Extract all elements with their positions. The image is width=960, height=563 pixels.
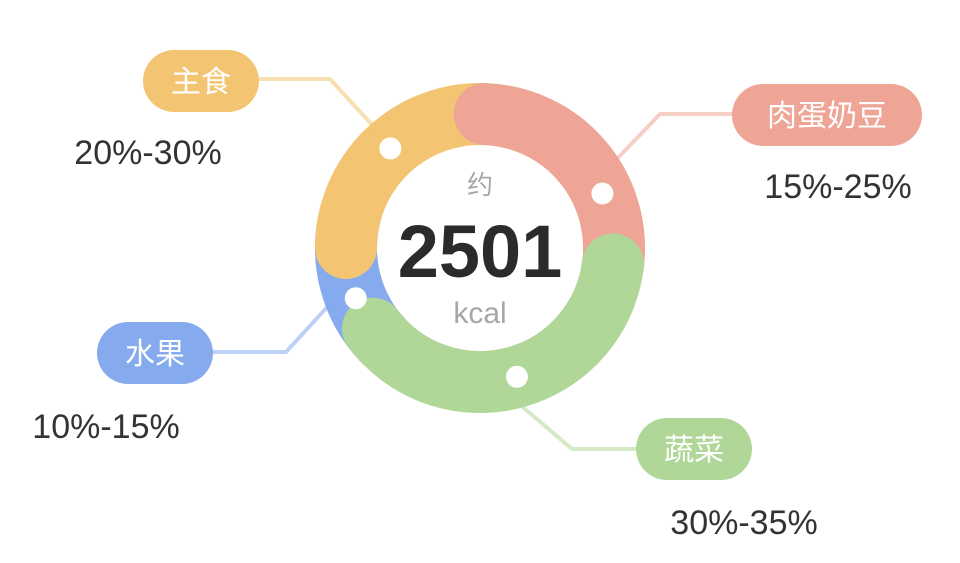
category-pill-1	[732, 84, 922, 146]
category-pill-2	[636, 418, 752, 480]
center-label: 约 2501 kcal	[398, 171, 563, 330]
segment-dot-2	[505, 365, 528, 388]
range-label-3: 10%-15%	[32, 408, 179, 446]
leader-line-1	[612, 112, 732, 164]
category-label-0: 主食	[171, 65, 231, 100]
category-label-1: 肉蛋奶豆	[767, 99, 887, 134]
leader-line-3	[213, 302, 332, 354]
segment-dots	[344, 137, 614, 388]
category-label-3: 水果	[125, 337, 185, 372]
range-label-1: 15%-25%	[764, 168, 911, 206]
center-prefix: 约	[467, 171, 493, 201]
category-pill-0	[143, 50, 259, 112]
range-label-2: 30%-35%	[670, 504, 817, 542]
segment-dot-3	[344, 287, 367, 310]
leader-line-0	[259, 77, 377, 130]
center-unit: kcal	[453, 297, 506, 330]
range-label-0: 20%-30%	[74, 134, 221, 172]
leader-line-2	[516, 401, 636, 451]
category-pill-3	[97, 322, 213, 384]
segment-dot-0	[379, 137, 402, 160]
leader-lines	[213, 77, 732, 451]
segment-dot-1	[591, 182, 614, 205]
category-label-2: 蔬菜	[664, 433, 724, 468]
center-value: 2501	[398, 210, 563, 293]
segment-labels: 主食 20%-30% 肉蛋奶豆 15%-25% 蔬菜 30%-35% 水果 10%-15%	[32, 50, 922, 542]
